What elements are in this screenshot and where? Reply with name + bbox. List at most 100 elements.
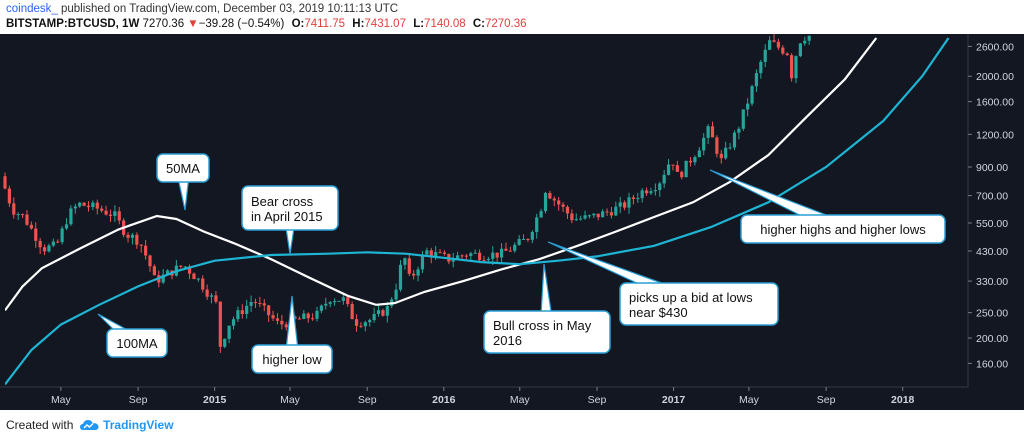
candle-body bbox=[768, 40, 772, 50]
published-text: published on TradingView.com, December 0… bbox=[57, 3, 399, 15]
candle-body bbox=[12, 203, 16, 215]
candle-body bbox=[91, 202, 95, 208]
candle-body bbox=[460, 255, 464, 257]
price-axis-label: 2000.00 bbox=[976, 71, 1014, 83]
price-axis-label: 1200.00 bbox=[976, 129, 1014, 141]
candle-body bbox=[7, 188, 11, 204]
candle-body bbox=[227, 325, 231, 339]
candle-body bbox=[662, 174, 666, 184]
candle-body bbox=[187, 266, 192, 274]
last-price: 7270.36 bbox=[142, 18, 185, 30]
tradingview-brand[interactable]: TradingView bbox=[103, 418, 174, 432]
callout-text: higher low bbox=[262, 352, 322, 367]
callout-box-fill bbox=[253, 346, 331, 372]
candle-body bbox=[728, 147, 732, 149]
candle-body bbox=[513, 244, 517, 251]
candle-body bbox=[579, 218, 583, 220]
candle-body bbox=[60, 228, 64, 243]
candle-body bbox=[398, 264, 403, 290]
candle-body bbox=[552, 198, 556, 201]
callout-higher-highs: higher highs and higher lows bbox=[709, 169, 946, 244]
candle-body bbox=[521, 238, 526, 240]
candle-body bbox=[789, 55, 794, 79]
candle-body bbox=[412, 273, 416, 276]
price-axis-label: 1600.00 bbox=[976, 97, 1014, 109]
candle-body bbox=[526, 238, 530, 240]
candle-body bbox=[139, 244, 143, 246]
candle-body bbox=[368, 320, 372, 323]
candle-body bbox=[275, 318, 280, 321]
time-axis-label: 2016 bbox=[432, 394, 456, 406]
candle-body bbox=[671, 164, 675, 166]
candle-body bbox=[587, 215, 592, 217]
candle-body bbox=[86, 205, 91, 208]
time-axis-label: May bbox=[280, 394, 301, 406]
candle-body bbox=[763, 49, 767, 62]
candle-body bbox=[337, 300, 341, 302]
candle-body bbox=[253, 302, 258, 304]
candle-body bbox=[438, 252, 442, 254]
candle-body bbox=[565, 206, 570, 214]
candle-body bbox=[350, 303, 354, 320]
candle-body bbox=[574, 219, 578, 221]
candle-body bbox=[583, 215, 587, 219]
candle-body bbox=[376, 310, 381, 314]
time-axis-label: 2018 bbox=[891, 394, 915, 406]
callout-50ma: 50MA bbox=[156, 153, 210, 211]
candle-body bbox=[425, 250, 429, 255]
candle-body bbox=[29, 224, 33, 229]
candle-body bbox=[684, 160, 688, 178]
candle-body bbox=[381, 310, 385, 316]
publish-info: coindesk_ published on TradingView.com, … bbox=[6, 3, 398, 15]
candle-body bbox=[205, 289, 209, 297]
candle-body bbox=[117, 211, 121, 221]
candle-body bbox=[609, 212, 614, 216]
candle-body bbox=[319, 305, 323, 311]
candle-body bbox=[508, 250, 512, 252]
candle-body bbox=[486, 258, 490, 261]
candle-body bbox=[280, 320, 284, 325]
price-axis-label: 160.00 bbox=[976, 358, 1008, 370]
publisher-link[interactable]: coindesk_ bbox=[6, 3, 58, 15]
close-value: 7270.36 bbox=[484, 18, 527, 30]
candle-body bbox=[724, 147, 728, 159]
chart-area[interactable]: 160.00 200.00 250.00 330.00 430.00 550.00 700.… bbox=[0, 34, 1024, 410]
candle-body bbox=[267, 305, 271, 316]
time-axis-label: May bbox=[510, 394, 531, 406]
candle-body bbox=[649, 191, 653, 194]
candle-body bbox=[302, 313, 306, 319]
price-chart[interactable]: 160.00 200.00 250.00 330.00 430.00 550.00 700.… bbox=[0, 34, 1024, 410]
candle-body bbox=[702, 137, 706, 151]
candle-body bbox=[688, 160, 693, 163]
low-label: L: bbox=[413, 18, 425, 30]
callout-text: near $430 bbox=[629, 305, 688, 320]
time-axis-label: 2015 bbox=[203, 394, 227, 406]
candle-body bbox=[561, 204, 565, 207]
candle-body bbox=[104, 210, 108, 215]
candle-body bbox=[51, 241, 55, 246]
candle-body bbox=[20, 214, 25, 216]
candle-body bbox=[3, 176, 7, 189]
callout-100ma: 100MA bbox=[97, 313, 168, 358]
candle-body bbox=[464, 255, 469, 257]
candle-body bbox=[746, 103, 750, 110]
candle-body bbox=[218, 301, 222, 347]
callout-box-fill bbox=[742, 216, 944, 242]
candle-body bbox=[601, 211, 605, 218]
candle-body bbox=[605, 211, 609, 213]
candle-body bbox=[34, 228, 38, 241]
symbol-label[interactable]: BITSTAMP:BTCUSD, 1W bbox=[6, 18, 140, 30]
time-axis-label: 2017 bbox=[662, 394, 686, 406]
candle-body bbox=[56, 241, 60, 243]
candle-body bbox=[535, 217, 539, 233]
candle-body bbox=[100, 208, 104, 211]
price-axis-label: 430.00 bbox=[976, 246, 1008, 258]
candle-body bbox=[429, 250, 433, 257]
candle-body bbox=[548, 192, 552, 199]
candle-body bbox=[165, 270, 170, 275]
candle-body bbox=[214, 295, 218, 302]
candle-body bbox=[113, 211, 117, 216]
candle-body bbox=[64, 224, 69, 229]
candle-body bbox=[772, 40, 776, 42]
